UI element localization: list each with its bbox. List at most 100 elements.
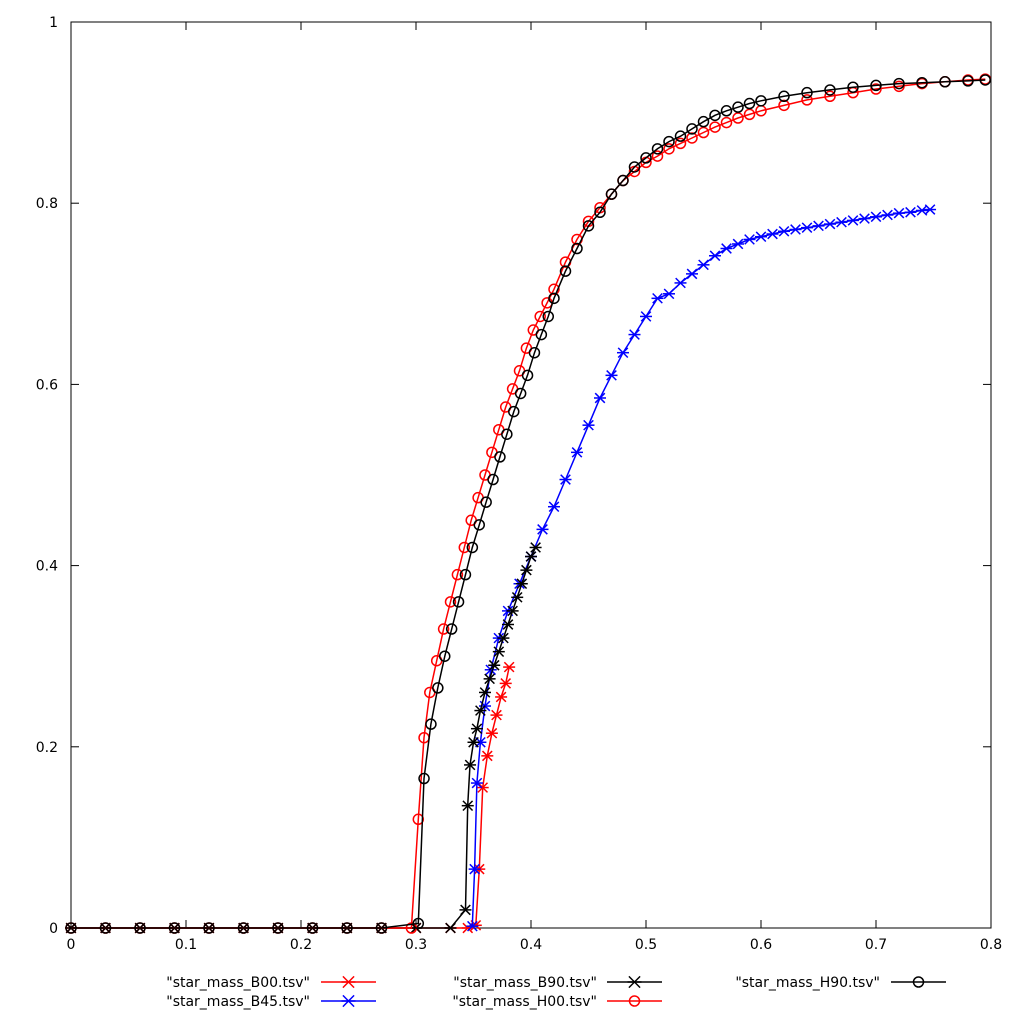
asterisk-stroke: [503, 661, 515, 673]
asterisk-stroke: [537, 524, 548, 535]
data-point-asterisk: [835, 216, 848, 228]
data-point-asterisk: [559, 474, 572, 485]
data-point-circle: [594, 206, 606, 219]
asterisk-stroke: [516, 578, 528, 590]
asterisk-stroke: [498, 632, 509, 644]
asterisk-stroke: [594, 392, 606, 404]
data-point-circle: [375, 922, 388, 934]
asterisk-stroke: [467, 920, 478, 932]
asterisk-stroke: [475, 705, 486, 716]
data-point-circle: [437, 623, 450, 635]
series-0: [65, 661, 516, 934]
data-point-asterisk: [870, 211, 882, 223]
asterisk-stroke: [484, 673, 495, 685]
data-point-circle: [801, 86, 813, 99]
data-point-circle: [686, 123, 698, 135]
data-point-circle: [755, 95, 767, 107]
y-tick-label: 0.2: [36, 740, 58, 756]
data-point-circle: [480, 496, 492, 508]
data-point-asterisk: [470, 723, 483, 735]
data-point-asterisk: [536, 524, 549, 535]
asterisk-stroke: [916, 205, 928, 216]
asterisk-stroke: [468, 736, 479, 748]
data-point-asterisk: [571, 447, 583, 458]
asterisk-stroke: [721, 243, 732, 254]
data-point-circle: [559, 265, 572, 277]
data-point-asterisk: [529, 542, 542, 553]
data-point-circle: [709, 109, 721, 122]
data-point-asterisk: [824, 218, 836, 230]
asterisk-stroke: [732, 238, 744, 250]
data-point-asterisk: [548, 501, 560, 513]
data-point-circle: [452, 596, 465, 608]
data-point-asterisk: [341, 975, 356, 989]
asterisk-stroke: [629, 329, 640, 340]
data-point-circle: [912, 976, 925, 988]
data-point-circle: [548, 292, 560, 305]
x-tick-label: 0.4: [520, 937, 542, 953]
data-point-asterisk: [341, 994, 356, 1008]
asterisk-stroke: [500, 678, 512, 689]
legend-entry: "star_mass_B00.tsv": [166, 975, 376, 991]
series-2: [65, 542, 542, 934]
data-point-asterisk: [755, 231, 767, 243]
series-4: [65, 74, 991, 934]
data-point-circle: [778, 99, 790, 112]
legend-entry: "star_mass_H00.tsv": [452, 994, 662, 1010]
asterisk-stroke: [460, 904, 471, 916]
data-point-circle: [674, 137, 687, 150]
asterisk-stroke: [628, 975, 641, 989]
data-point-asterisk: [594, 392, 606, 404]
asterisk-stroke: [462, 800, 474, 812]
y-tick-label: 0.4: [36, 559, 58, 575]
data-point-circle: [501, 428, 513, 440]
asterisk-stroke: [471, 777, 483, 789]
x-tick-label: 0.5: [635, 937, 657, 953]
data-point-circle: [617, 174, 629, 187]
data-point-circle: [939, 76, 951, 88]
asterisk-stroke: [470, 919, 482, 931]
data-point-circle: [418, 772, 430, 785]
data-point-asterisk: [881, 209, 894, 221]
x-tick-label: 0.6: [750, 937, 772, 953]
asterisk-stroke: [583, 419, 594, 431]
data-point-asterisk: [502, 619, 514, 630]
asterisk-stroke: [525, 551, 537, 562]
asterisk-stroke: [469, 863, 480, 875]
data-point-circle: [709, 121, 721, 133]
asterisk-stroke: [824, 218, 836, 230]
series-line: [71, 547, 537, 929]
data-point-circle: [99, 922, 112, 934]
data-point-circle: [432, 682, 444, 694]
data-point-asterisk: [812, 220, 825, 232]
asterisk-stroke: [342, 994, 355, 1008]
data-point-circle: [534, 310, 546, 323]
asterisk-stroke: [477, 782, 489, 793]
asterisk-stroke: [571, 447, 583, 458]
data-point-asterisk: [674, 277, 687, 289]
data-point-asterisk: [904, 206, 917, 218]
data-point-circle: [979, 74, 991, 86]
plot-border: [70, 21, 992, 929]
data-point-asterisk: [663, 288, 675, 300]
data-point-asterisk: [515, 578, 528, 590]
asterisk-stroke: [342, 975, 355, 989]
data-point-circle: [628, 995, 641, 1007]
asterisk-stroke: [847, 215, 859, 226]
data-point-circle: [439, 650, 451, 662]
data-point-circle: [916, 76, 928, 89]
data-point-circle: [451, 568, 464, 581]
data-point-asterisk: [847, 215, 859, 226]
plot-frame: [70, 21, 992, 929]
data-point-circle: [962, 75, 974, 87]
data-point-asterisk: [893, 207, 905, 219]
data-point-circle: [663, 143, 675, 155]
data-point-asterisk: [924, 204, 937, 215]
data-point-asterisk: [732, 238, 744, 250]
data-point-circle: [571, 242, 583, 255]
data-point-circle: [893, 77, 905, 90]
asterisk-stroke: [495, 691, 507, 703]
asterisk-stroke: [698, 259, 709, 271]
legend-entry: "star_mass_H90.tsv": [735, 975, 946, 991]
